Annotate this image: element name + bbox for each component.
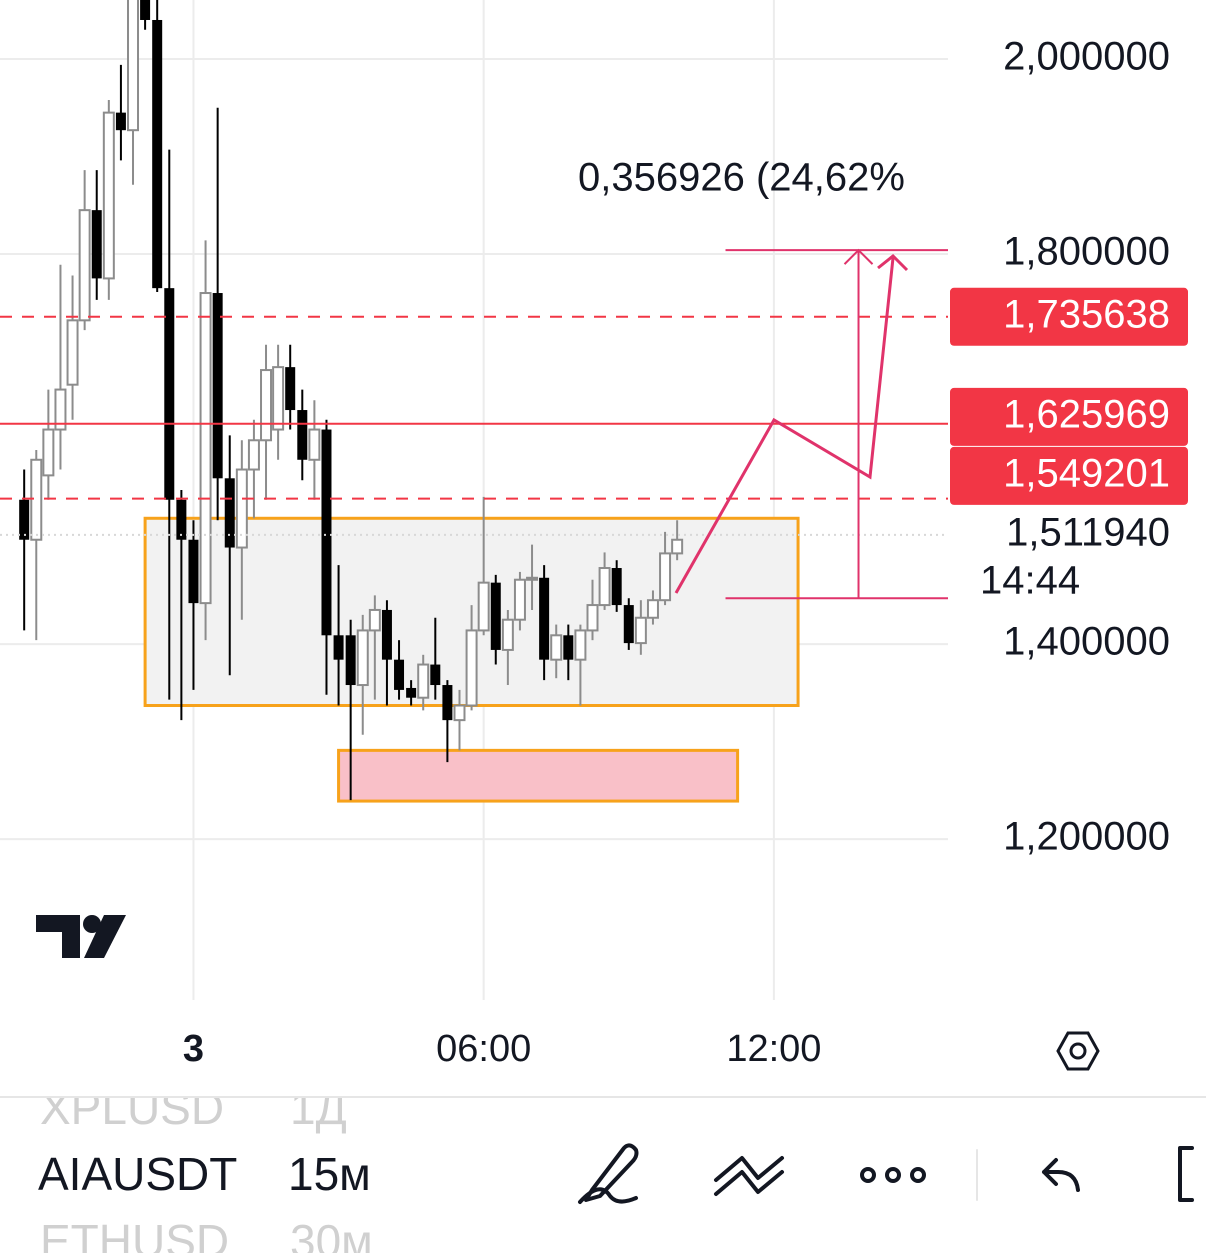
candle-body [199, 292, 212, 605]
candle-body [453, 704, 466, 722]
interval-option[interactable]: 30м [290, 1215, 373, 1253]
candle-body [115, 112, 126, 131]
candle-body [501, 618, 514, 651]
candle-body [671, 538, 684, 555]
picker[interactable]: XPLUSD AIAUSDT ETHUSD 1Д 15м 30м [38, 1082, 373, 1253]
symbol-option[interactable]: ETHUSD [40, 1215, 229, 1253]
candle-body [477, 581, 490, 632]
candle-body [646, 599, 659, 619]
candle-body [368, 608, 381, 632]
candle-body [127, 0, 140, 132]
last-price-label: 1,511940 [1006, 510, 1170, 554]
candle-body [152, 19, 163, 289]
candle-body [586, 604, 599, 632]
candle-body [176, 499, 187, 540]
candle-body [465, 629, 478, 707]
candle-body [297, 410, 308, 460]
candles [19, 0, 684, 801]
candle-body [611, 568, 622, 606]
candle-body [54, 388, 67, 431]
candle-body [550, 634, 563, 661]
price-badge-label: 1,549201 [1003, 451, 1170, 495]
candle-body [394, 659, 405, 690]
measure-label-clip: 0,356926 (24,62% [578, 156, 905, 200]
symbol-selected[interactable]: AIAUSDT [38, 1148, 237, 1200]
candle-body [188, 539, 199, 604]
candle-body [66, 319, 79, 386]
candle-body [490, 582, 501, 650]
candle-body [321, 429, 332, 636]
price-axis: 2,000000 1,800000 1,400000 1,200000 3 06:00 12… [183, 35, 1188, 1070]
measure-arrowhead [843, 248, 874, 265]
candle-body [224, 478, 235, 548]
measure-label: 0,356926 (24,62% [578, 156, 905, 200]
price-badge-label: 1,625969 [1003, 392, 1170, 436]
draw-icon[interactable] [578, 1143, 639, 1204]
trend-icon[interactable] [714, 1156, 784, 1196]
candle-body [623, 605, 634, 644]
candle-body [406, 687, 417, 698]
candle-body [659, 552, 672, 602]
price-lines [0, 315, 948, 536]
candle-body [42, 428, 55, 477]
candle-body [563, 635, 574, 660]
grid [0, 0, 948, 1000]
x-tick-label: 3 [183, 1028, 204, 1070]
candle-body [634, 616, 647, 645]
candle-body [345, 635, 356, 686]
candle-body [30, 458, 43, 541]
y-tick-label: 1,400000 [1003, 620, 1170, 664]
candle-body [102, 111, 115, 280]
candle-body [91, 210, 102, 279]
candle-body [539, 577, 550, 660]
settings-icon[interactable] [1056, 1031, 1100, 1071]
price-badge [950, 446, 1188, 505]
candle-body [417, 663, 430, 699]
candle-body [285, 367, 296, 411]
x-tick-label: 06:00 [436, 1028, 531, 1070]
candle-body [356, 629, 369, 687]
path-drawing [674, 257, 895, 594]
candle-body [260, 369, 273, 442]
candle-body [333, 635, 344, 660]
interval-selected[interactable]: 15м [288, 1148, 371, 1200]
candle-body [247, 439, 260, 471]
candle-body [78, 209, 91, 322]
candle-body [235, 468, 248, 549]
y-tick-label: 1,200000 [1003, 815, 1170, 859]
candle-body [164, 288, 175, 500]
candle-body [598, 567, 611, 607]
y-tick-label: 1,800000 [1003, 230, 1170, 274]
tv-logo [36, 915, 126, 958]
candle-body [19, 499, 30, 540]
more-icon[interactable] [860, 1167, 926, 1183]
candle-body [430, 664, 441, 686]
candle-body [140, 0, 151, 20]
candle-body [381, 609, 392, 660]
y-tick-label: 2,000000 [1003, 35, 1170, 79]
path-arrowhead [877, 253, 909, 272]
price-badge [950, 387, 1188, 446]
candle-body [212, 293, 223, 479]
candle-body [272, 366, 285, 431]
fullscreen-icon[interactable] [1178, 1146, 1194, 1202]
candle-body [526, 576, 539, 581]
candle-body [513, 578, 526, 621]
measure-tool: 0,356926 (24,62% [578, 156, 948, 600]
candle-body [574, 629, 587, 661]
countdown: 14:44 [980, 558, 1080, 602]
undo-icon[interactable] [1042, 1158, 1080, 1192]
interval-option[interactable]: 1Д [290, 1082, 347, 1134]
symbol-option[interactable]: XPLUSD [40, 1082, 224, 1134]
candle-body [308, 428, 321, 461]
price-badge [950, 287, 1188, 346]
x-tick-label: 12:00 [726, 1028, 821, 1070]
zone [337, 748, 740, 803]
price-badge-label: 1,735638 [1003, 292, 1170, 336]
candle-body [442, 685, 453, 721]
